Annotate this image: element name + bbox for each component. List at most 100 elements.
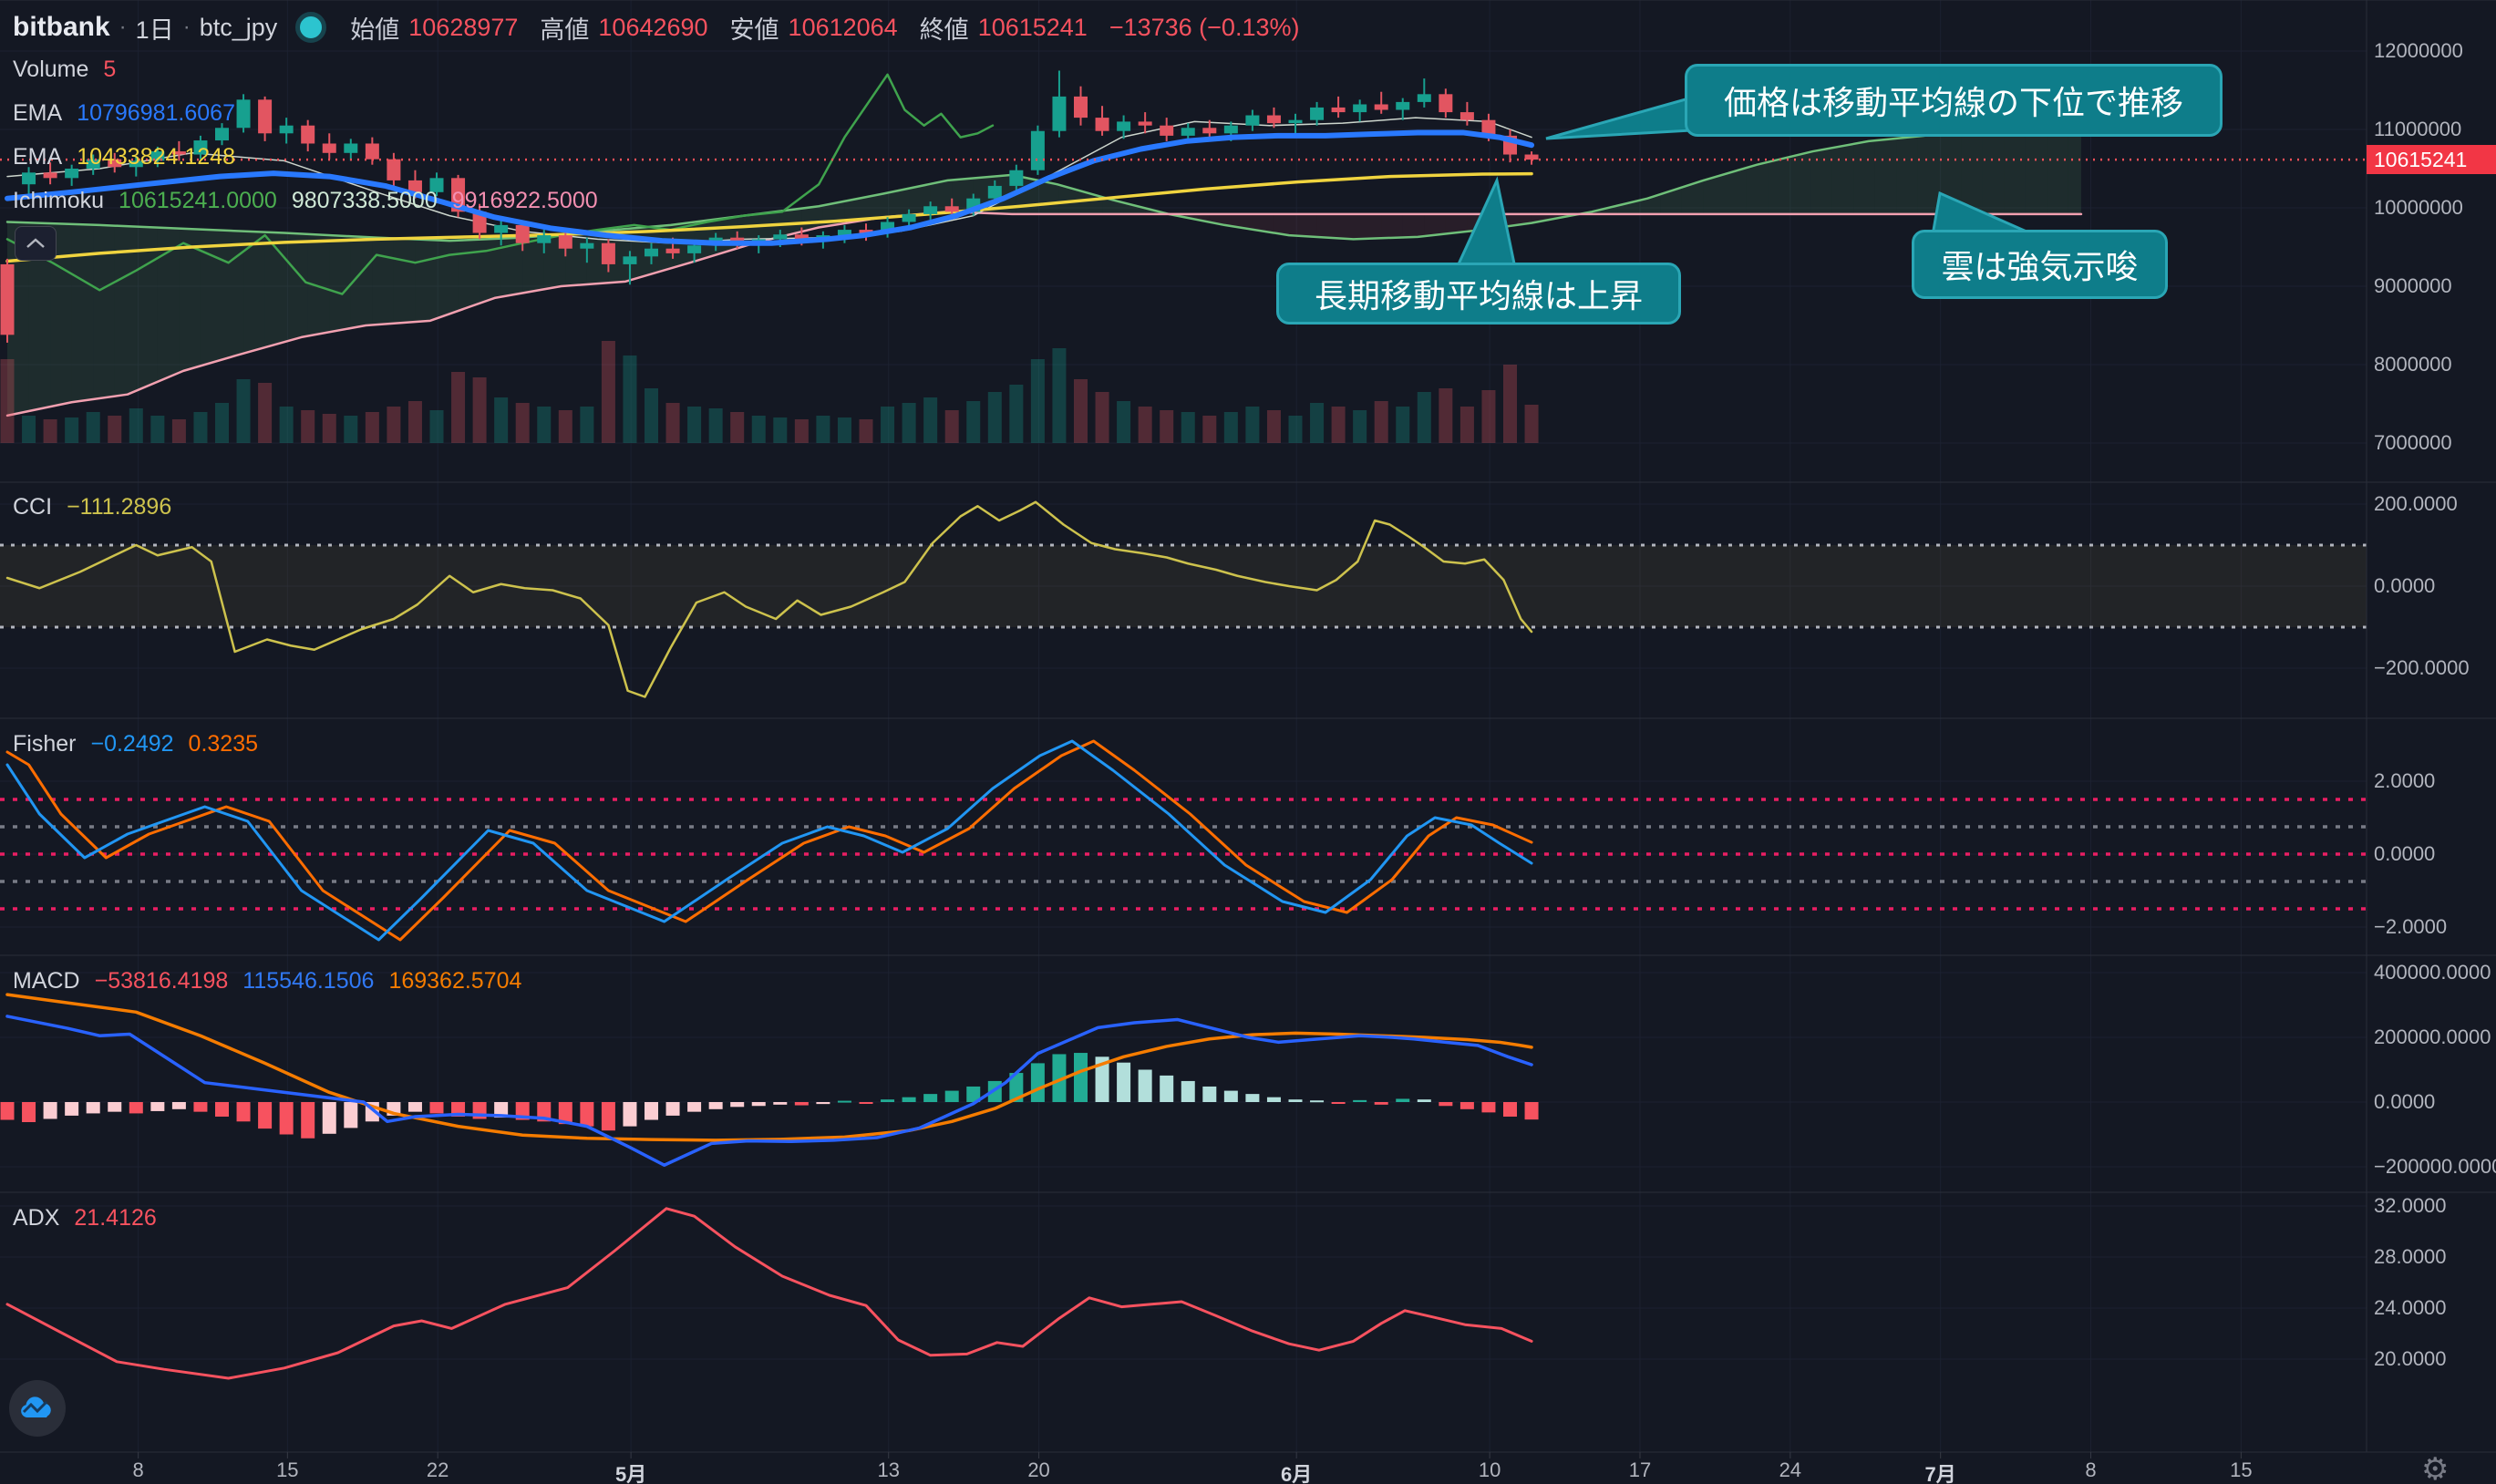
fisher-axis-tick[interactable]: −2.0000 xyxy=(2374,915,2448,938)
candle-body xyxy=(494,224,509,233)
candle-body xyxy=(1138,121,1152,126)
time-axis-tick[interactable]: 4月 xyxy=(0,1458,2,1484)
ichimoku-cloud-segment xyxy=(415,239,437,323)
volume-legend[interactable]: Volume 5 xyxy=(13,57,116,83)
time-axis-tick[interactable]: 7月 xyxy=(1924,1463,1956,1484)
annotation-longterm-ma-rising[interactable]: 長期移動平均線は上昇 xyxy=(1276,263,1681,325)
time-axis-tick[interactable]: 17 xyxy=(1628,1458,1652,1481)
volume-bar xyxy=(494,397,509,443)
collapse-legend-button[interactable] xyxy=(15,226,57,261)
change-value: −13736 (−0.13%) xyxy=(1109,13,1300,41)
macd-axis-tick[interactable]: −200000.0000 xyxy=(2374,1155,2496,1178)
candle-body xyxy=(665,248,680,253)
macd-histogram-bar xyxy=(86,1102,100,1114)
adx-axis-tick[interactable]: 20.0000 xyxy=(2374,1347,2447,1370)
macd-histogram-bar xyxy=(1396,1098,1410,1102)
ema-slow-label: EMA xyxy=(13,144,63,170)
candle-body xyxy=(86,159,100,169)
cci-axis-tick[interactable]: −200.0000 xyxy=(2374,656,2470,679)
price-axis-tick[interactable]: 11000000 xyxy=(2374,118,2462,140)
fisher-legend[interactable]: Fisher −0.2492 0.3235 xyxy=(13,731,258,757)
time-axis-tick[interactable]: 22 xyxy=(426,1458,449,1481)
macd-axis-tick[interactable]: 400000.0000 xyxy=(2374,961,2491,984)
adx-axis-tick[interactable]: 32.0000 xyxy=(2374,1194,2447,1217)
candle-body xyxy=(215,128,229,141)
cci-axis-tick[interactable]: 200.0000 xyxy=(2374,492,2458,515)
ichimoku-cloud-segment xyxy=(887,188,910,217)
volume-bar xyxy=(236,379,251,443)
volume-bar xyxy=(1417,392,1431,443)
candle-body xyxy=(22,172,36,185)
market-status-dot-icon xyxy=(295,12,327,43)
time-axis-tick[interactable]: 8 xyxy=(2085,1458,2097,1481)
macd-legend[interactable]: MACD −53816.4198 115546.1506 169362.5704 xyxy=(13,968,521,994)
ichimoku-cloud-segment xyxy=(1231,213,1253,230)
macd-line xyxy=(5,1015,1533,1167)
macd-axis-tick[interactable]: 200000.0000 xyxy=(2374,1025,2491,1048)
macd-axis-tick[interactable]: 0.0000 xyxy=(2374,1090,2436,1113)
candle-body xyxy=(65,169,79,179)
time-axis-tick[interactable]: 10 xyxy=(1478,1458,1501,1481)
interval-selector[interactable]: 1日 xyxy=(135,15,174,44)
fisher-axis-tick[interactable]: 2.0000 xyxy=(2374,769,2436,792)
logo-badge[interactable] xyxy=(9,1380,66,1437)
chart-header: bitbank · 1日 · btc_jpy 始値 10628977 高値 10… xyxy=(13,9,1300,46)
ichimoku-cloud-segment xyxy=(350,236,373,329)
annotation-cloud-bullish[interactable]: 雲は強気示唆 xyxy=(1912,230,2168,299)
cci-value: −111.2896 xyxy=(67,494,172,520)
time-axis-tick[interactable]: 15 xyxy=(276,1458,299,1481)
candle-body xyxy=(1245,115,1260,126)
macd-histogram-bar xyxy=(1459,1102,1474,1109)
time-axis-tick[interactable]: 20 xyxy=(1027,1458,1050,1481)
volume-bar xyxy=(1074,379,1088,443)
time-axis-tick[interactable]: 15 xyxy=(2230,1458,2253,1481)
price-axis-tick[interactable]: 7000000 xyxy=(2374,431,2452,454)
macd-histogram-bar xyxy=(1266,1097,1281,1102)
ichimoku-cloud-segment xyxy=(1961,110,1983,214)
volume-bar xyxy=(623,356,637,443)
price-axis-tick[interactable]: 9000000 xyxy=(2374,274,2452,297)
cloud-chart-icon xyxy=(21,1396,51,1417)
cci-legend[interactable]: CCI −111.2896 xyxy=(13,494,171,520)
pair-name[interactable]: btc_jpy xyxy=(199,13,278,41)
macd-histogram-bar xyxy=(665,1102,680,1116)
gear-icon[interactable]: ⚙ xyxy=(2421,1452,2450,1484)
volume-bar xyxy=(1245,407,1260,443)
adx-legend[interactable]: ADX 21.4126 xyxy=(13,1205,157,1232)
volume-bar xyxy=(1181,412,1195,443)
ema-fast-legend[interactable]: EMA 10796981.6067 xyxy=(13,100,235,127)
price-axis-tick[interactable]: 12000000 xyxy=(2374,39,2463,62)
time-axis-tick[interactable]: 24 xyxy=(1779,1458,1802,1481)
price-axis-tick[interactable]: 10000000 xyxy=(2374,196,2463,219)
macd-histogram-bar xyxy=(1481,1102,1496,1113)
macd-histogram-bar xyxy=(1331,1102,1346,1104)
fisher-axis-tick[interactable]: 0.0000 xyxy=(2374,842,2436,865)
macd-histogram-bar xyxy=(1288,1099,1303,1102)
ichimoku-legend[interactable]: Ichimoku 10615241.0000 9807338.5000 9916… xyxy=(13,188,598,214)
macd-histogram-bar xyxy=(902,1097,916,1102)
time-axis-tick[interactable]: 6月 xyxy=(1281,1463,1313,1484)
volume-bar xyxy=(129,408,143,443)
annotation-price-below-ma[interactable]: 価格は移動平均線の下位で推移 xyxy=(1685,64,2223,137)
adx-axis-tick[interactable]: 24.0000 xyxy=(2374,1296,2447,1319)
adx-axis-tick[interactable]: 28.0000 xyxy=(2374,1245,2447,1268)
candle-body xyxy=(537,235,552,243)
cci-axis-tick[interactable]: 0.0000 xyxy=(2374,574,2436,597)
ichimoku-cloud-segment xyxy=(1810,148,1832,214)
time-axis-tick[interactable]: 8 xyxy=(132,1458,144,1481)
ichimoku-cloud-segment xyxy=(179,228,201,373)
candle-body xyxy=(1223,125,1238,134)
volume-bar xyxy=(193,412,208,443)
time-axis-tick[interactable]: 5月 xyxy=(615,1463,647,1484)
price-axis-tick[interactable]: 8000000 xyxy=(2374,353,2452,376)
macd-histogram-bar xyxy=(966,1086,981,1102)
ichimoku-cloud-segment xyxy=(1252,213,1274,233)
ichimoku-cloud-segment xyxy=(1080,191,1103,214)
volume-bar xyxy=(65,417,79,443)
symbol-name[interactable]: bitbank xyxy=(13,12,110,42)
ema-slow-legend[interactable]: EMA 10433824.1248 xyxy=(13,144,235,170)
time-axis-tick[interactable]: 13 xyxy=(877,1458,900,1481)
volume-bar xyxy=(665,403,680,443)
